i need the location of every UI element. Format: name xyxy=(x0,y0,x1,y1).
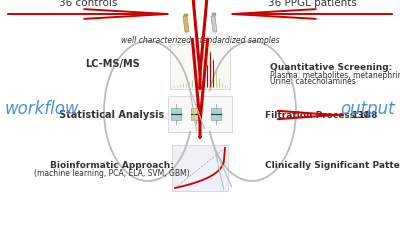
Ellipse shape xyxy=(184,14,188,16)
FancyBboxPatch shape xyxy=(191,108,201,120)
Text: (machine learning, PCA, ELA, SVM, GBM): (machine learning, PCA, ELA, SVM, GBM) xyxy=(34,169,190,178)
FancyBboxPatch shape xyxy=(211,108,221,120)
FancyBboxPatch shape xyxy=(172,145,228,191)
Text: workflow: workflow xyxy=(5,100,80,118)
Text: Quantitative Screening:: Quantitative Screening: xyxy=(270,63,392,71)
Text: Statistical Analysis: Statistical Analysis xyxy=(59,110,165,120)
Polygon shape xyxy=(212,13,216,15)
Polygon shape xyxy=(211,16,217,32)
Polygon shape xyxy=(183,16,189,32)
Text: Clinically Significant Pattern: Clinically Significant Pattern xyxy=(265,161,400,171)
Text: 36 controls: 36 controls xyxy=(59,0,117,8)
FancyBboxPatch shape xyxy=(171,108,181,120)
Text: 36 PPGL patients: 36 PPGL patients xyxy=(268,0,356,8)
Text: Bioinformatic Approach:: Bioinformatic Approach: xyxy=(50,161,174,171)
FancyBboxPatch shape xyxy=(170,44,230,89)
Text: output: output xyxy=(340,100,395,118)
Ellipse shape xyxy=(212,14,216,16)
FancyBboxPatch shape xyxy=(168,96,232,132)
Text: Filtration Process:188: Filtration Process:188 xyxy=(265,111,378,120)
Text: well characterized, standardized samples: well characterized, standardized samples xyxy=(121,36,279,45)
Text: Plasma: metabolites, metanephrines: Plasma: metabolites, metanephrines xyxy=(270,71,400,79)
Text: Urine: catecholamines: Urine: catecholamines xyxy=(270,77,356,87)
Text: LC-MS/MS: LC-MS/MS xyxy=(85,59,139,69)
Text: 130: 130 xyxy=(351,111,370,120)
